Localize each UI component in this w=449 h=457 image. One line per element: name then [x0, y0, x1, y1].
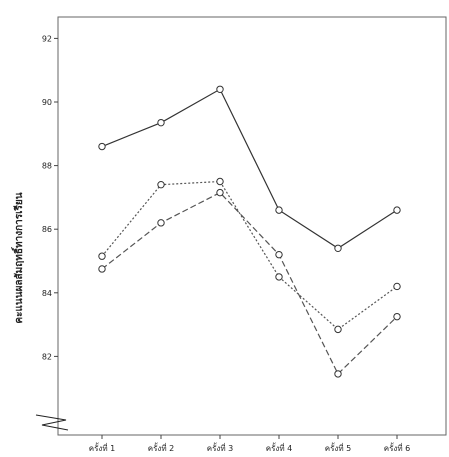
y-tick-label: 84 — [42, 289, 52, 298]
data-point — [275, 250, 283, 259]
x-tick-label: ครั้งที่ 2 — [148, 442, 174, 453]
series-line — [101, 88, 398, 249]
data-point — [334, 244, 342, 252]
x-tick-label: ครั้งที่ 3 — [207, 442, 233, 453]
y-axis-title: คะแนนผลสัมฤทธิ์ทางการเรียน — [11, 192, 25, 323]
x-tick-label: ครั้งที่ 4 — [266, 442, 292, 453]
data-point — [275, 273, 283, 281]
data-point — [98, 142, 106, 151]
data-point — [157, 118, 165, 127]
data-point — [157, 180, 165, 189]
data-point — [216, 188, 224, 197]
series-1 — [98, 85, 401, 252]
data-point — [157, 219, 165, 227]
data-point — [393, 312, 401, 321]
y-tick-label: 88 — [42, 162, 52, 171]
data-point — [98, 265, 106, 273]
data-point — [275, 206, 283, 214]
x-tick-label: ครั้งที่ 5 — [325, 442, 351, 453]
y-tick-label: 90 — [42, 98, 52, 107]
y-tick-label: 82 — [42, 352, 52, 361]
data-point — [393, 206, 401, 214]
series-line — [101, 180, 398, 331]
x-tick-label: ครั้งที่ 6 — [384, 442, 410, 453]
data-point — [98, 252, 106, 260]
plot-area — [57, 16, 447, 436]
series-line — [101, 191, 398, 375]
data-point — [334, 325, 342, 334]
y-tick-label: 86 — [42, 225, 52, 234]
data-point — [216, 177, 224, 186]
y-tick-label: 92 — [42, 34, 52, 43]
data-point — [216, 85, 224, 93]
axis-break-symbol — [35, 414, 69, 431]
series-2 — [98, 177, 401, 334]
data-point — [334, 370, 342, 378]
data-point — [393, 282, 401, 291]
series-3 — [98, 188, 401, 378]
x-tick-label: ครั้งที่ 1 — [89, 442, 115, 453]
